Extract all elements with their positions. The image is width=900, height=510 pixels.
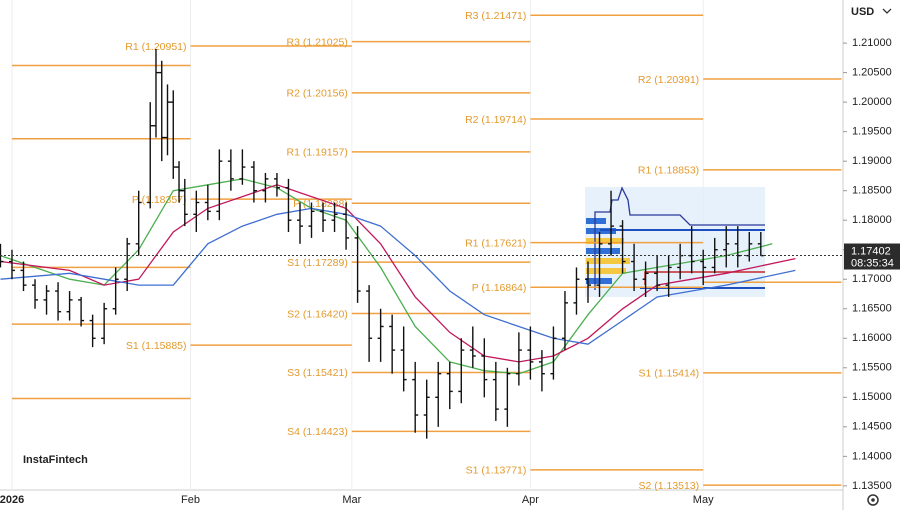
pivot-label: P (1.16864) [472, 282, 527, 294]
pivot-label: R2 (1.19714) [465, 114, 526, 126]
watermark-box [16, 440, 92, 478]
price-bars [0, 49, 764, 439]
profile-bar [586, 258, 630, 264]
watermark: InstaFintech [23, 454, 88, 466]
profile-bar [586, 268, 626, 274]
pivot-levels: R1 (1.20951) P (1.18357) S1 (1.15885) R3 (1… [11, 10, 842, 492]
y-tick-label: 1.21000 [852, 37, 892, 49]
profile-outline [594, 186, 765, 290]
countdown: 08:35:34 [851, 257, 894, 269]
y-tick-label: 1.16500 [852, 303, 892, 315]
pivot-label: S3 (1.15421) [287, 367, 348, 379]
pivot-label: R1 (1.20951) [125, 41, 186, 53]
pivot-label: P (1.18357) [132, 194, 187, 206]
currency[interactable]: USD [851, 6, 874, 18]
x-tick-label: Apr [522, 494, 539, 506]
y-tick-label: 1.19500 [852, 126, 892, 138]
y-tick-label: 1.15000 [852, 391, 892, 403]
y-tick-label: 1.17000 [852, 273, 892, 285]
y-tick-label: 1.16000 [852, 332, 892, 344]
pivot-label: R3 (1.21471) [465, 10, 526, 22]
moving-average [0, 178, 773, 375]
y-tick-label: 1.13500 [852, 480, 892, 492]
pivot-label: S1 (1.13771) [466, 465, 527, 477]
current-price-label: 1.17402 [851, 245, 891, 257]
y-tick-label: 1.14500 [852, 421, 892, 433]
moving-average [0, 207, 796, 345]
y-tick-label: 1.20000 [852, 96, 892, 108]
y-tick-label: 1.19000 [852, 155, 892, 167]
pivot-label: R1 (1.18853) [638, 165, 699, 177]
pivot-label: S1 (1.17289) [287, 257, 348, 269]
x-tick-label: Mar [342, 494, 361, 506]
y-tick-label: 1.20500 [852, 67, 892, 79]
y-tick-label: 1.18500 [852, 185, 892, 197]
current-price-tag [844, 243, 900, 270]
profile-bar [586, 238, 624, 244]
pivot-label: R1 (1.19157) [287, 147, 348, 159]
x-tick-label: Feb [181, 494, 200, 506]
settings-icon-dot [871, 498, 875, 502]
pivot-label: R2 (1.20391) [638, 74, 699, 86]
currency-dropdown[interactable] [882, 8, 892, 14]
pivot-label: S2 (1.16420) [287, 308, 348, 320]
y-tick-label: 1.18000 [852, 214, 892, 226]
pivot-label: S2 (1.13513) [638, 480, 699, 492]
x-tick-label: 2026 [0, 494, 24, 506]
pivot-label: R2 (1.20156) [287, 88, 348, 100]
y-tick-label: 1.15500 [852, 362, 892, 374]
settings-icon[interactable] [867, 494, 879, 506]
profile-bar [586, 248, 620, 254]
x-tick-label: May [693, 494, 714, 506]
pivot-label: S1 (1.15885) [126, 340, 187, 352]
profile-bar [586, 218, 606, 224]
pivot-label: S1 (1.15414) [638, 368, 699, 380]
pivot-label: S4 (1.14423) [287, 426, 348, 438]
pivot-label: R3 (1.21025) [287, 36, 348, 48]
y-tick-label: 1.14000 [852, 450, 892, 462]
pivot-label: R1 (1.17621) [465, 237, 526, 249]
